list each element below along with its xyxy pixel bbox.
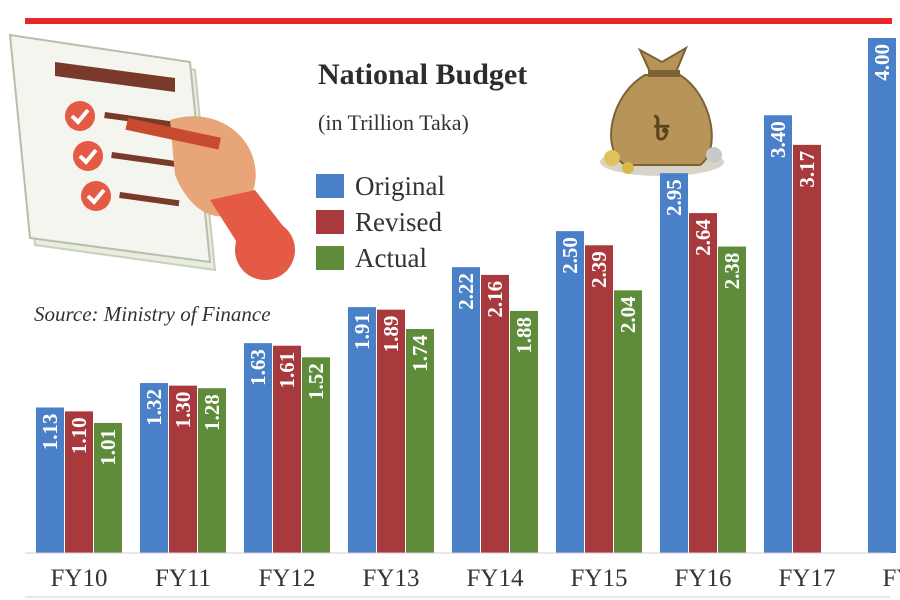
bar-actual-fy14: [510, 310, 538, 553]
x-tick-label-fy11: FY11: [155, 565, 211, 592]
bar-original-fy17: [764, 115, 792, 553]
bar-revised-fy15: [585, 245, 613, 553]
bar-original-fy10: [36, 407, 64, 553]
chart-title: National Budget: [318, 58, 527, 91]
bar-actual-fy15: [614, 290, 642, 553]
bar-label-original-fy15: 2.50: [558, 237, 582, 274]
x-tick-label-fy14: FY14: [467, 565, 524, 592]
bar-original-fy13: [348, 307, 376, 553]
bar-label-revised-fy16: 2.64: [691, 219, 715, 256]
bar-original-fy14: [452, 267, 480, 553]
bar-label-revised-fy12: 1.61: [275, 352, 299, 389]
bar-label-original-fy18: 4.00: [870, 44, 894, 81]
bar-label-original-fy13: 1.91: [350, 313, 374, 350]
bar-label-actual-fy10: 1.01: [96, 429, 120, 466]
bar-label-original-fy16: 2.95: [662, 179, 686, 216]
bar-label-revised-fy13: 1.89: [379, 316, 403, 353]
legend-swatch-revised: [316, 210, 344, 234]
bar-label-actual-fy15: 2.04: [616, 296, 640, 333]
bar-label-actual-fy16: 2.38: [720, 253, 744, 290]
bar-actual-fy13: [406, 328, 434, 553]
x-axis-ticks: FY10 FY11 FY12 FY13 FY14 FY15 FY16 FY17 FY18: [51, 565, 900, 592]
legend: Original Revised Actual: [316, 171, 445, 273]
bar-actual-fy10: [94, 422, 122, 553]
bar-label-revised-fy15: 2.39: [587, 251, 611, 288]
bar-label-actual-fy11: 1.28: [200, 394, 224, 431]
bars-group: 1.13 1.10 1.01 1.32 1.30 1.28 1.63 1.61 1.52 1.91…: [36, 38, 896, 554]
bar-original-fy18: [868, 38, 896, 553]
bar-label-original-fy10: 1.13: [38, 414, 62, 451]
x-tick-label-fy16: FY16: [675, 565, 732, 592]
legend-swatch-original: [316, 174, 344, 198]
bar-label-actual-fy13: 1.74: [408, 334, 432, 371]
legend-label-original: Original: [355, 171, 445, 201]
bar-actual-fy12: [302, 357, 330, 553]
bar-original-fy12: [244, 343, 272, 553]
bar-label-revised-fy10: 1.10: [67, 417, 91, 454]
x-tick-label-fy18: FY18: [883, 565, 900, 592]
x-tick-label-fy10: FY10: [51, 565, 108, 592]
source-note: Source: Ministry of Finance: [34, 302, 271, 326]
bar-original-fy15: [556, 231, 584, 553]
bar-revised-fy14: [481, 274, 509, 553]
bar-revised-fy10: [65, 411, 93, 553]
legend-label-revised: Revised: [355, 207, 442, 237]
bar-label-original-fy12: 1.63: [246, 349, 270, 386]
bar-label-revised-fy11: 1.30: [171, 392, 195, 429]
bar-label-revised-fy17: 3.17: [795, 151, 819, 188]
bar-label-original-fy17: 3.40: [766, 121, 790, 158]
bar-actual-fy16: [718, 246, 746, 553]
bar-revised-fy11: [169, 385, 197, 553]
bar-label-original-fy11: 1.32: [142, 389, 166, 426]
bar-original-fy11: [140, 383, 168, 553]
legend-label-actual: Actual: [355, 243, 427, 273]
bar-revised-fy13: [377, 309, 405, 553]
x-tick-label-fy13: FY13: [363, 565, 420, 592]
bar-label-actual-fy12: 1.52: [304, 363, 328, 400]
bar-revised-fy17: [793, 144, 821, 554]
top-accent-line: [25, 18, 892, 24]
x-tick-label-fy15: FY15: [571, 565, 628, 592]
clipboard-checklist-icon: [8, 33, 295, 280]
bar-label-revised-fy14: 2.16: [483, 281, 507, 318]
money-bag-symbol: ৳: [654, 109, 671, 149]
x-tick-label-fy17: FY17: [779, 565, 836, 592]
bar-actual-fy11: [198, 388, 226, 553]
x-tick-label-fy12: FY12: [259, 565, 316, 592]
taka-money-bag-icon: ৳: [600, 45, 724, 176]
bar-revised-fy16: [689, 213, 717, 553]
legend-swatch-actual: [316, 246, 344, 270]
chart-subtitle: (in Trillion Taka): [318, 110, 469, 135]
bar-original-fy16: [660, 173, 688, 553]
bar-revised-fy12: [273, 345, 301, 553]
bar-label-original-fy14: 2.22: [454, 273, 478, 310]
bar-label-actual-fy14: 1.88: [512, 317, 536, 354]
